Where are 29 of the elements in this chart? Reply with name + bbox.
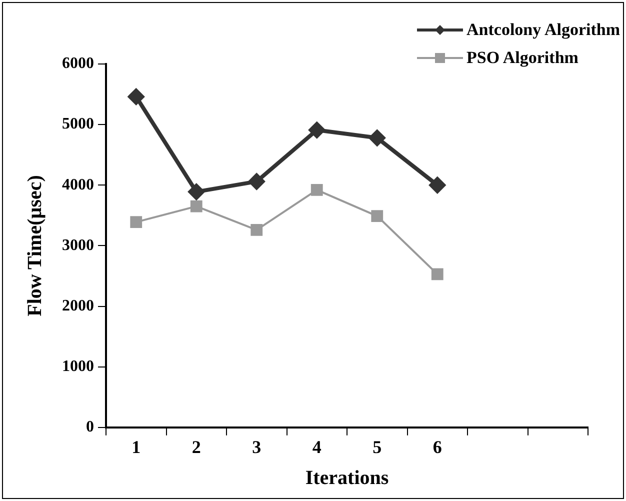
point <box>250 224 263 236</box>
y-tick-label: 6000 <box>62 55 94 72</box>
legend-label: PSO Algorithm <box>466 48 578 68</box>
y-tick-label: 3000 <box>62 236 94 254</box>
x-tick-label: 6 <box>432 436 442 457</box>
point <box>308 122 325 138</box>
point <box>429 177 446 194</box>
point <box>188 184 204 200</box>
y-tick-label: 0 <box>86 418 94 436</box>
legend-label: Antcolony Algorithm <box>466 20 620 40</box>
x-tick-label: 4 <box>312 436 322 457</box>
y-tick-label: 1000 <box>62 358 94 375</box>
x-axis-title: Iterations <box>305 467 389 490</box>
point <box>190 200 202 212</box>
point <box>371 210 384 222</box>
x-tick-label: 3 <box>252 436 262 457</box>
y-tick-label: 4000 <box>62 176 94 194</box>
y-tick-label: 5000 <box>62 116 94 133</box>
point <box>310 184 323 196</box>
x-tick-label: 1 <box>132 436 141 457</box>
point <box>128 88 144 105</box>
point <box>248 174 265 190</box>
point <box>431 268 444 280</box>
point <box>369 130 386 146</box>
x-tick-label: 2 <box>192 436 201 457</box>
point <box>130 216 142 228</box>
y-tick-label: 2000 <box>62 297 94 314</box>
y-axis-title: Flow Time(µsec) <box>24 175 46 316</box>
x-tick-label: 5 <box>372 436 382 457</box>
